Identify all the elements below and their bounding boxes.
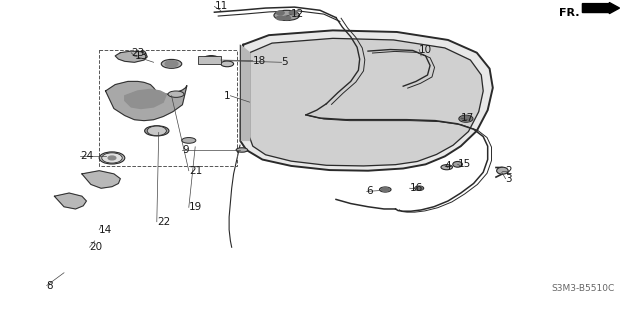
Polygon shape xyxy=(250,38,483,166)
Ellipse shape xyxy=(99,152,125,164)
Ellipse shape xyxy=(204,56,219,63)
Polygon shape xyxy=(106,81,187,121)
Circle shape xyxy=(108,156,116,160)
Ellipse shape xyxy=(459,115,473,122)
Text: 17: 17 xyxy=(461,113,474,123)
Text: 22: 22 xyxy=(157,217,170,227)
Ellipse shape xyxy=(380,187,391,192)
Ellipse shape xyxy=(168,91,184,97)
Circle shape xyxy=(461,116,471,121)
Ellipse shape xyxy=(161,59,182,68)
Ellipse shape xyxy=(236,148,248,152)
Text: 20: 20 xyxy=(90,242,103,252)
Circle shape xyxy=(289,11,297,15)
Text: 14: 14 xyxy=(99,225,113,235)
Polygon shape xyxy=(125,89,166,108)
Text: 1: 1 xyxy=(224,91,230,101)
Ellipse shape xyxy=(145,126,169,136)
Circle shape xyxy=(276,16,284,20)
Text: 21: 21 xyxy=(189,166,202,176)
Text: 10: 10 xyxy=(419,45,433,55)
Text: 12: 12 xyxy=(291,10,305,19)
Bar xyxy=(198,56,221,64)
Bar xyxy=(99,49,237,166)
Ellipse shape xyxy=(182,137,196,143)
Circle shape xyxy=(381,188,389,191)
Circle shape xyxy=(416,187,422,190)
Polygon shape xyxy=(240,30,493,171)
Text: 13: 13 xyxy=(134,51,148,61)
Ellipse shape xyxy=(415,186,424,190)
Text: S3M3-B5510C: S3M3-B5510C xyxy=(551,285,614,293)
Ellipse shape xyxy=(441,165,452,170)
Text: 18: 18 xyxy=(253,56,266,66)
Ellipse shape xyxy=(497,167,508,174)
Text: 3: 3 xyxy=(506,174,512,184)
Ellipse shape xyxy=(221,61,234,67)
Polygon shape xyxy=(82,171,120,188)
Text: FR.: FR. xyxy=(559,8,579,18)
Text: 15: 15 xyxy=(458,159,471,169)
Circle shape xyxy=(283,16,291,20)
Circle shape xyxy=(147,126,166,136)
Text: 8: 8 xyxy=(47,280,53,291)
Text: 6: 6 xyxy=(367,186,373,197)
Circle shape xyxy=(165,61,178,67)
Polygon shape xyxy=(240,45,250,140)
Circle shape xyxy=(102,153,122,163)
Text: 4: 4 xyxy=(445,161,451,171)
FancyArrow shape xyxy=(582,3,620,14)
Ellipse shape xyxy=(274,10,300,20)
Text: 16: 16 xyxy=(410,183,423,193)
Polygon shape xyxy=(54,193,86,209)
Polygon shape xyxy=(115,51,147,62)
Text: 19: 19 xyxy=(189,202,202,212)
Text: 9: 9 xyxy=(182,145,189,155)
Circle shape xyxy=(276,11,284,15)
Text: 11: 11 xyxy=(214,2,228,11)
Ellipse shape xyxy=(453,161,463,167)
Text: 23: 23 xyxy=(131,48,145,58)
Text: 5: 5 xyxy=(282,57,288,67)
Text: 2: 2 xyxy=(506,166,512,176)
Text: 24: 24 xyxy=(80,151,93,161)
